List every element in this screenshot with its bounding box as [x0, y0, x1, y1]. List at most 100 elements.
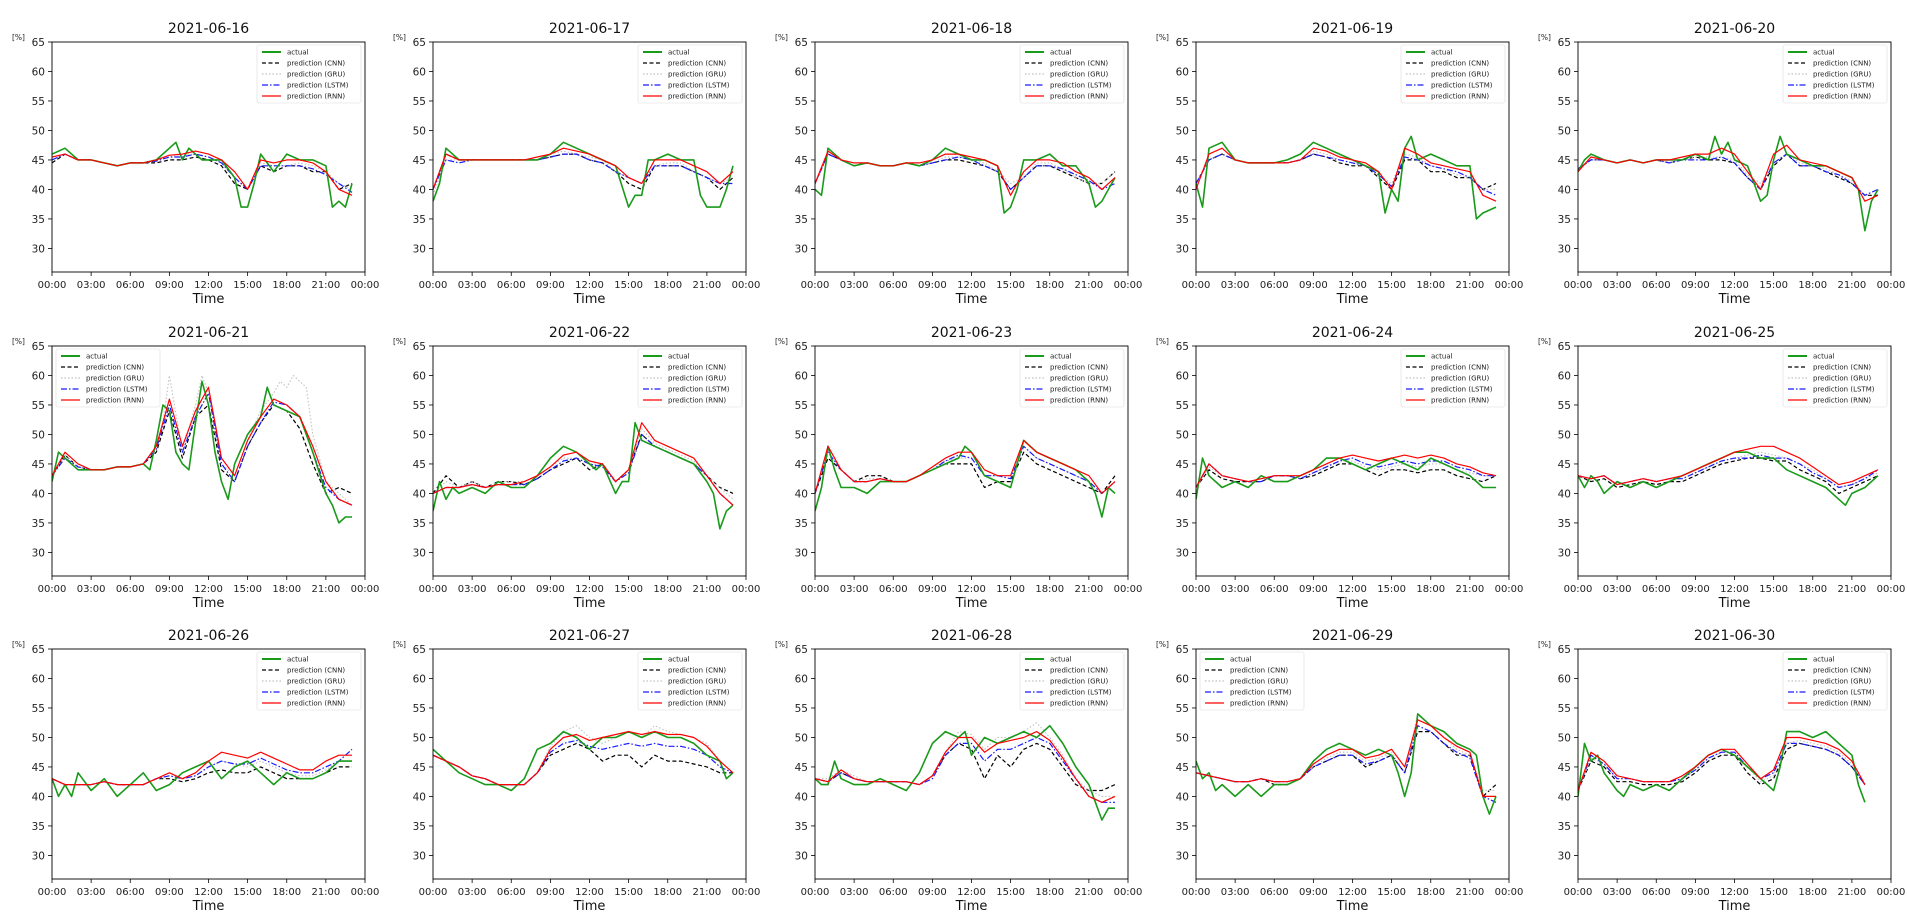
- subplot-2021-06-21: 2021-06-21 [%] 30 35 40 45 50 55 60 65 00:00 03:00 0…: [12, 325, 379, 611]
- y-tick-label: 35: [1558, 518, 1571, 530]
- legend-label: prediction (CNN): [668, 60, 726, 68]
- legend-label: prediction (LSTM): [1813, 689, 1875, 697]
- legend-label: prediction (CNN): [1431, 60, 1489, 68]
- x-tick-label: 18:00: [1035, 887, 1064, 898]
- y-tick-label: 35: [795, 518, 808, 530]
- series-line-prediction (LSTM): [1578, 742, 1866, 791]
- y-tick-label: 30: [1558, 547, 1571, 559]
- y-tick-label: 40: [1558, 791, 1571, 803]
- y-tick-label: 35: [1176, 518, 1189, 530]
- legend-label: prediction (CNN): [1813, 60, 1871, 68]
- legend: actual prediction (CNN) prediction (GRU) pr…: [1400, 348, 1506, 408]
- y-tick-label: 40: [1176, 184, 1189, 196]
- x-tick-label: 12:00: [1720, 887, 1749, 898]
- y-tick-label: 60: [32, 673, 45, 685]
- subplot-title: 2021-06-27: [549, 628, 630, 644]
- x-tick-label: 15:00: [1759, 280, 1788, 291]
- legend-label: prediction (RNN): [1813, 397, 1871, 405]
- subplot-title: 2021-06-17: [549, 21, 630, 37]
- y-tick-label: 65: [413, 644, 426, 656]
- y-tick-label: 65: [413, 37, 426, 49]
- legend-label: prediction (LSTM): [1230, 689, 1292, 697]
- subplot-title: 2021-06-23: [931, 325, 1012, 341]
- x-tick-label: 03:00: [458, 887, 487, 898]
- x-tick-label: 18:00: [1416, 280, 1445, 291]
- x-tick-label: 06:00: [1642, 887, 1671, 898]
- legend-label: prediction (LSTM): [1050, 386, 1112, 394]
- y-unit-label: [%]: [393, 33, 406, 42]
- y-tick-label: 60: [1176, 673, 1189, 685]
- x-tick-label: 00:00: [351, 280, 380, 291]
- y-tick-label: 60: [32, 66, 45, 78]
- y-tick-label: 50: [795, 429, 808, 441]
- legend-label: prediction (RNN): [86, 397, 144, 405]
- legend-label: prediction (LSTM): [1431, 386, 1493, 394]
- x-tick-label: 12:00: [1338, 280, 1367, 291]
- x-tick-label: 00:00: [1877, 280, 1906, 291]
- x-tick-label: 00:00: [1564, 280, 1593, 291]
- x-tick-label: 09:00: [155, 887, 184, 898]
- x-tick-label: 09:00: [1681, 280, 1710, 291]
- x-axis-label: Time: [573, 596, 606, 611]
- legend-label: prediction (CNN): [1431, 364, 1489, 372]
- y-tick-label: 30: [32, 547, 45, 559]
- x-tick-label: 15:00: [996, 584, 1025, 595]
- legend-label: prediction (RNN): [1230, 700, 1288, 708]
- y-tick-label: 65: [32, 644, 45, 656]
- y-unit-label: [%]: [775, 33, 788, 42]
- x-tick-label: 09:00: [1681, 887, 1710, 898]
- x-axis-label: Time: [1336, 596, 1369, 611]
- legend-label: actual: [1230, 656, 1252, 664]
- legend-label: actual: [1050, 49, 1072, 57]
- y-tick-label: 35: [1176, 214, 1189, 226]
- y-tick-label: 60: [413, 370, 426, 382]
- legend-label: prediction (RNN): [287, 93, 345, 101]
- subplot-2021-06-27: 2021-06-27 [%] 30 35 40 45 50 55 60 65 00:00 03:00 0…: [393, 628, 760, 914]
- legend-label: prediction (CNN): [1813, 364, 1871, 372]
- y-unit-label: [%]: [12, 337, 25, 346]
- x-tick-label: 21:00: [1837, 887, 1866, 898]
- legend: actual prediction (CNN) prediction (GRU) pr…: [256, 651, 362, 711]
- y-tick-label: 35: [32, 821, 45, 833]
- series-line-prediction (GRU): [433, 725, 734, 786]
- y-tick-label: 50: [32, 732, 45, 744]
- x-tick-label: 15:00: [996, 280, 1025, 291]
- x-axis-label: Time: [1336, 899, 1369, 914]
- y-tick-label: 55: [795, 703, 808, 715]
- x-tick-label: 21:00: [1074, 887, 1103, 898]
- x-tick-label: 06:00: [116, 584, 145, 595]
- legend-label: prediction (LSTM): [1813, 386, 1875, 394]
- y-tick-label: 55: [32, 703, 45, 715]
- legend-label: prediction (RNN): [1813, 700, 1871, 708]
- y-tick-label: 30: [32, 243, 45, 255]
- x-tick-label: 03:00: [77, 280, 106, 291]
- y-tick-label: 60: [32, 370, 45, 382]
- y-tick-label: 60: [1558, 673, 1571, 685]
- legend-label: prediction (LSTM): [287, 82, 349, 90]
- legend-label: actual: [1431, 49, 1453, 57]
- series-line-prediction (CNN): [1196, 730, 1497, 797]
- x-tick-label: 15:00: [1377, 584, 1406, 595]
- y-tick-label: 40: [1558, 184, 1571, 196]
- x-tick-label: 06:00: [497, 887, 526, 898]
- x-tick-label: 12:00: [194, 887, 223, 898]
- legend: actual prediction (CNN) prediction (GRU) pr…: [1019, 348, 1125, 408]
- x-axis-label: Time: [955, 292, 988, 307]
- x-tick-label: 06:00: [116, 280, 145, 291]
- legend-label: prediction (RNN): [1050, 700, 1108, 708]
- series-line-prediction (RNN): [1578, 736, 1866, 791]
- y-tick-label: 65: [413, 341, 426, 353]
- legend-label: prediction (LSTM): [1050, 82, 1112, 90]
- x-axis-label: Time: [1718, 596, 1751, 611]
- y-tick-label: 55: [1176, 400, 1189, 412]
- x-tick-label: 21:00: [1074, 280, 1103, 291]
- y-tick-label: 65: [1558, 37, 1571, 49]
- y-tick-label: 60: [413, 66, 426, 78]
- series-line-prediction (CNN): [52, 404, 353, 494]
- y-tick-label: 45: [795, 762, 808, 774]
- x-tick-label: 18:00: [1035, 280, 1064, 291]
- x-tick-label: 18:00: [653, 280, 682, 291]
- x-tick-label: 03:00: [1221, 584, 1250, 595]
- series-line-prediction (RNN): [52, 150, 353, 196]
- x-tick-label: 00:00: [1182, 887, 1211, 898]
